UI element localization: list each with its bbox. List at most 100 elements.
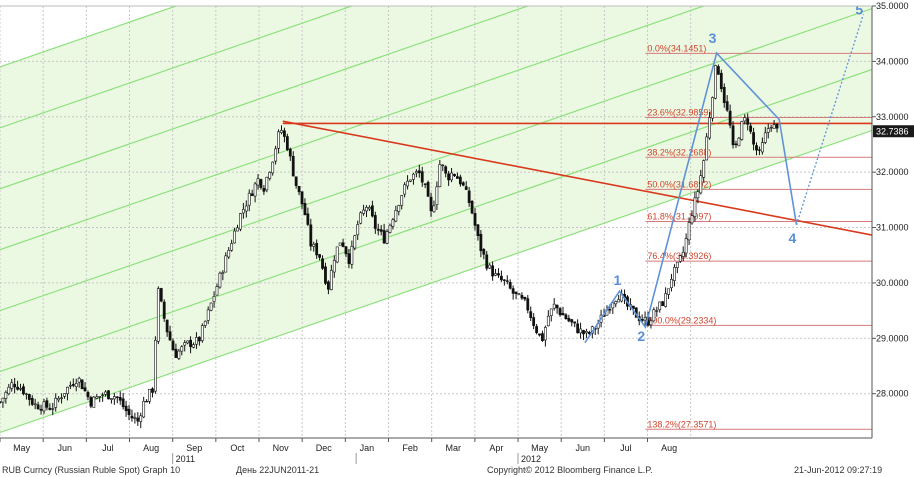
candle-body <box>458 176 462 185</box>
candle-body <box>332 260 336 273</box>
candle-body <box>347 253 351 264</box>
candle-body <box>321 258 324 269</box>
candle-body <box>505 280 509 282</box>
candle-body <box>130 415 134 419</box>
candle-body <box>121 398 125 408</box>
candle-body <box>30 397 34 405</box>
candle-body <box>752 132 755 145</box>
candle-body <box>561 313 565 316</box>
candle-body <box>159 288 163 302</box>
candle-body <box>329 270 333 291</box>
candle-body <box>244 205 248 212</box>
candle-body <box>324 266 327 284</box>
candle-body <box>652 309 656 322</box>
candle-body <box>365 206 368 212</box>
candle-body <box>33 403 37 406</box>
candle-body <box>297 185 301 193</box>
y-tick-label: 31.0000 <box>876 223 909 233</box>
candle-body <box>145 400 149 403</box>
candle-body <box>406 180 409 187</box>
candle-body <box>98 396 102 398</box>
candle-body <box>0 401 2 403</box>
candle-body <box>546 315 550 327</box>
x-tick-label: Jun <box>576 443 591 453</box>
candle-body <box>394 210 398 222</box>
candle-body <box>664 293 668 307</box>
candle-body <box>450 172 453 181</box>
candle-body <box>535 326 538 333</box>
candle-body <box>567 317 571 322</box>
candle-body <box>171 340 175 351</box>
candle-body <box>696 191 700 199</box>
y-tick-label: 32.0000 <box>876 167 909 177</box>
candle-body <box>227 250 231 258</box>
candle-body <box>1 397 5 403</box>
candle-body <box>203 320 207 326</box>
candle-body <box>162 301 166 319</box>
candle-body <box>690 215 694 224</box>
y-tick-label: 28.0000 <box>876 389 909 399</box>
candle-body <box>142 401 146 418</box>
candle-body <box>643 317 647 321</box>
candle-body <box>570 319 574 323</box>
candle-body <box>523 296 527 300</box>
candle-body <box>224 255 228 273</box>
candle-body <box>414 171 418 174</box>
candle-body <box>265 176 269 191</box>
candle-body <box>766 128 770 133</box>
candle-body <box>350 246 354 265</box>
candle-body <box>438 164 442 187</box>
candle-body <box>148 388 151 402</box>
candle-body <box>558 308 562 315</box>
candle-body <box>461 182 465 186</box>
candle-body <box>353 235 357 249</box>
candle-body <box>585 331 588 334</box>
candle-body <box>488 264 492 269</box>
candle-body <box>370 205 374 217</box>
y-tick-label: 34.0000 <box>876 56 909 66</box>
candle-body <box>359 212 363 224</box>
candle-body <box>760 142 764 153</box>
candle-body <box>464 186 468 190</box>
candle-body <box>95 396 99 399</box>
candle-body <box>719 72 723 90</box>
candle-body <box>127 408 131 415</box>
x-tick-label: Dec <box>316 443 333 453</box>
candle-body <box>200 325 204 341</box>
y-tick-label: 30.0000 <box>876 278 909 288</box>
elliott-wave-label: 1 <box>613 272 621 288</box>
candle-body <box>89 397 93 407</box>
candle-body <box>221 272 225 274</box>
candle-body <box>476 224 480 237</box>
candle-body <box>48 407 52 410</box>
candle-body <box>39 408 43 411</box>
candle-body <box>27 394 31 400</box>
channel-band <box>0 69 872 433</box>
candle-body <box>435 186 439 206</box>
candle-body <box>206 309 210 321</box>
candle-body <box>195 337 198 345</box>
candle-body <box>441 164 445 167</box>
candle-body <box>391 219 395 227</box>
candle-body <box>110 398 113 400</box>
candle-body <box>473 213 477 226</box>
fib-level-label: 0.0%(34.1451) <box>647 43 706 53</box>
candle-body <box>309 224 313 247</box>
candle-body <box>746 118 750 125</box>
candle-body <box>280 130 283 133</box>
candle-body <box>92 396 96 408</box>
x-tick-label: Aug <box>143 443 159 453</box>
candle-body <box>341 242 345 247</box>
candle-body <box>83 387 87 392</box>
candle-body <box>708 117 711 139</box>
candle-body <box>655 310 659 312</box>
candle-body <box>702 160 706 178</box>
channel-band <box>0 6 872 311</box>
candle-body <box>215 286 219 296</box>
x-tick-label: May <box>531 443 549 453</box>
candle-body <box>722 87 726 103</box>
candle-body <box>772 124 776 129</box>
candle-body <box>136 417 140 422</box>
candle-body <box>86 392 90 398</box>
elliott-wave-projection <box>795 14 864 225</box>
